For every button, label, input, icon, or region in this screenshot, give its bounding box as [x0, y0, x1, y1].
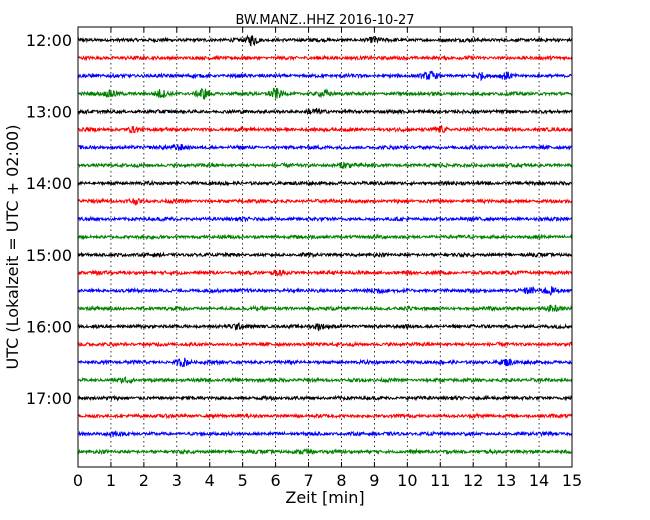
x-tick-label: 3 [172, 471, 182, 490]
y-tick-label: 16:00 [26, 317, 72, 336]
x-axis-ticks: 0 1 2 3 4 5 6 7 8 9 10 11 12 13 14 15 [73, 27, 582, 490]
seismogram-trace [77, 54, 573, 62]
y-tick-label: 14:00 [26, 174, 72, 193]
x-tick-label: 0 [73, 471, 83, 490]
seismogram-trace [77, 304, 573, 313]
plot-frame [77, 26, 573, 468]
x-tick-label: 7 [303, 471, 313, 490]
seismogram-trace [77, 430, 573, 438]
grid-lines [110, 27, 540, 467]
x-tick-label: 12 [463, 471, 483, 490]
trace-group [77, 34, 573, 456]
seismogram-trace [77, 87, 573, 100]
y-tick-label: 13:00 [26, 103, 72, 122]
seismogram-trace [77, 269, 573, 277]
seismogram-trace [77, 124, 573, 134]
x-tick-label: 6 [271, 471, 281, 490]
y-tick-label: 17:00 [26, 389, 72, 408]
seismogram-trace [77, 143, 573, 151]
seismogram-trace [77, 340, 573, 348]
seismogram-trace [77, 357, 573, 368]
seismogram-trace [77, 161, 573, 169]
seismogram-trace [77, 412, 573, 420]
chart-title: BW.MANZ..HHZ 2016-10-27 [235, 13, 414, 28]
seismogram-trace [77, 179, 573, 187]
x-tick-label: 13 [496, 471, 516, 490]
seismogram-trace [77, 322, 573, 332]
x-tick-label: 11 [430, 471, 450, 490]
x-tick-label: 5 [238, 471, 248, 490]
seismogram-trace [77, 447, 573, 456]
x-tick-label: 1 [106, 471, 116, 490]
seismogram-trace [77, 376, 573, 385]
x-tick-label: 2 [139, 471, 149, 490]
y-tick-label: 12:00 [26, 31, 72, 50]
x-tick-label: 4 [205, 471, 215, 490]
seismogram-trace [77, 251, 573, 259]
x-tick-label: 14 [529, 471, 549, 490]
y-axis-ticks: 12:00 13:00 14:00 15:00 16:00 17:00 [26, 31, 83, 408]
seismogram-trace [77, 197, 573, 207]
seismogram-trace [77, 285, 573, 297]
seismogram-trace [77, 34, 573, 47]
seismogram-trace [77, 107, 573, 116]
seismogram-trace [77, 233, 573, 241]
x-axis-label: Zeit [min] [285, 488, 364, 507]
seismogram-trace [77, 70, 573, 82]
x-tick-label: 9 [369, 471, 379, 490]
seismogram-trace [77, 215, 573, 223]
x-tick-label: 10 [397, 471, 417, 490]
x-tick-label: 8 [336, 471, 346, 490]
x-tick-label: 15 [562, 471, 582, 490]
y-axis-label: UTC (Lokalzeit = UTC + 02:00) [3, 125, 22, 370]
seismogram-trace [77, 394, 573, 402]
y-tick-label: 15:00 [26, 246, 72, 265]
